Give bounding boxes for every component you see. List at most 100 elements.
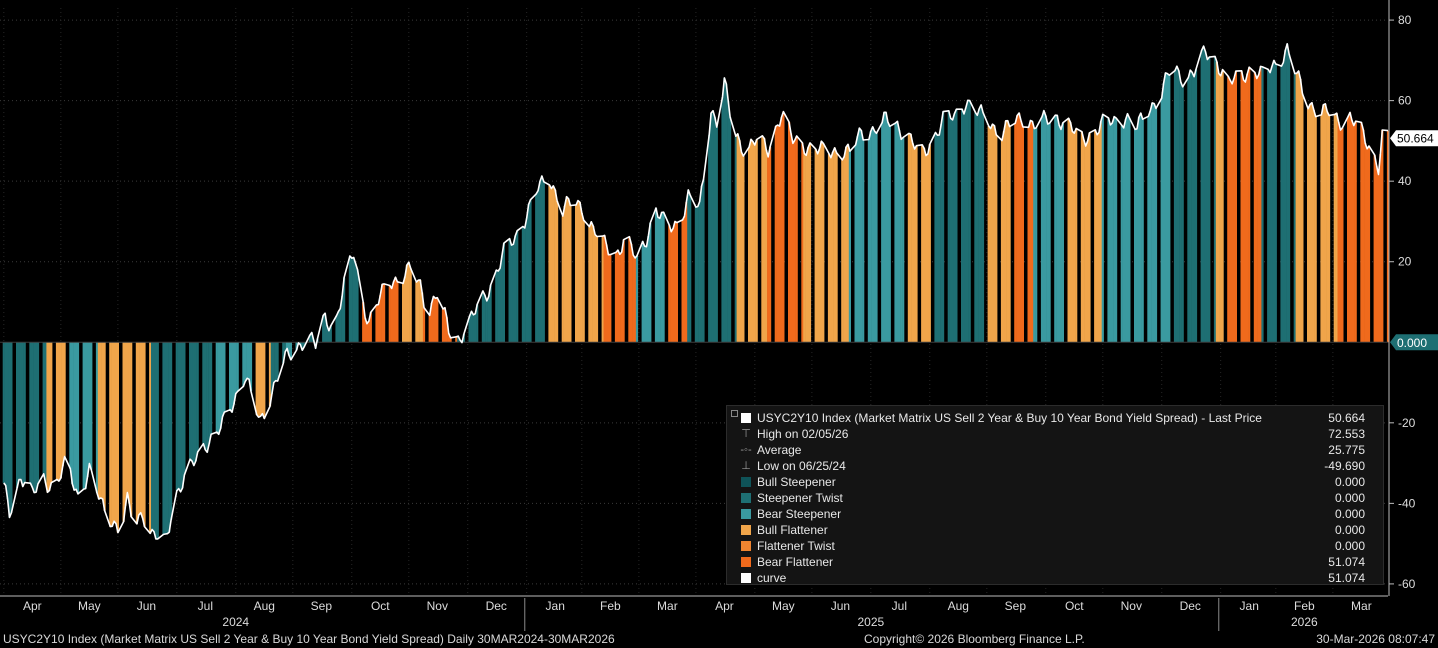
regime-bar [421,292,424,343]
regime-bar [1033,128,1036,343]
regime-bar [483,295,486,343]
x-month-label: Apr [715,599,734,613]
regime-bar [537,190,540,343]
regime-bar [1067,118,1070,343]
legend-collapse-icon[interactable] [731,410,738,417]
legend-series-value: 51.074 [1328,555,1365,569]
regime-bar [234,342,237,394]
legend-stat-value: 72.553 [1328,427,1365,441]
regime-bar [29,342,32,484]
legend-series-swatch [741,413,751,423]
regime-bar [1031,121,1034,343]
footer-security-label: USYC2Y10 Index (Market Matrix US Sell 2 … [3,632,615,646]
regime-bar [1096,134,1099,343]
legend-swatch [741,557,751,567]
regime-bar [1075,128,1078,343]
regime-bar [801,142,804,343]
legend-stat-value: -49.690 [1324,459,1365,473]
regime-bar [286,342,289,349]
regime-bar [272,342,275,383]
regime-bar [1234,71,1237,343]
regime-bar [723,77,726,343]
regime-bar [229,342,232,410]
regime-bar [1126,113,1129,343]
regime-bar [907,133,910,343]
regime-bar [499,268,502,343]
legend-swatch [741,493,751,503]
regime-bar [1147,116,1150,343]
legend-stat-icon: ⊥ [741,460,751,472]
regime-bar [1141,119,1144,343]
regime-bar [1097,132,1101,343]
regime-bar [1204,51,1207,343]
regime-bar [149,342,152,534]
regime-bar [822,143,825,343]
regime-bar [36,342,40,484]
legend-series-row: Bull Steepener 0.000 [727,474,1383,490]
regime-bar [795,136,798,343]
regime-bar [924,155,928,343]
regime-bar [658,218,661,343]
regime-bar [660,212,663,343]
x-month-label: Sep [1005,599,1027,613]
regime-bar [1080,131,1083,343]
regime-bar [116,342,119,533]
y-tick-label: -20 [1398,416,1416,430]
x-month-label: Sep [311,599,333,613]
regime-bar [1004,120,1007,343]
regime-bar [348,256,351,343]
regime-bar [175,342,178,491]
regime-bar [791,143,794,343]
regime-bar [407,262,410,343]
regime-bar [50,342,53,483]
regime-bar [350,258,353,343]
regime-bar [422,307,426,343]
regime-bar [525,218,528,343]
regime-bar [192,342,195,466]
regime-bar [1154,108,1158,343]
regime-bar [1018,113,1021,343]
regime-bar [1200,50,1203,343]
regime-bar [1139,113,1142,343]
regime-bar [190,342,194,462]
regime-bar [962,113,966,343]
regime-bar [82,342,85,490]
regime-bar [88,342,91,464]
regime-bar [622,239,625,343]
regime-bar [793,140,796,343]
regime-bar [405,265,408,343]
regime-bar [978,108,981,343]
regime-bar [1162,83,1165,343]
regime-bar [1193,76,1196,343]
regime-bar [276,342,279,382]
regime-bar [569,205,572,343]
regime-bar [489,285,492,343]
regime-bar [1044,115,1047,343]
regime-bar [820,141,823,343]
regime-bar [16,342,19,488]
regime-bar [255,342,258,415]
regime-bar [1164,72,1167,343]
regime-bar [17,342,21,480]
regime-bar [156,342,159,539]
regime-bar [991,124,994,343]
regime-bar [392,281,395,343]
regime-bar [103,342,106,511]
regime-bar [846,144,850,343]
footer-timestamp: 30-Mar-2026 08:07:47 [1316,632,1435,646]
regime-bar [582,220,585,343]
regime-bar [388,285,391,343]
regime-bar [856,136,859,343]
regime-bar [1282,62,1285,343]
regime-bar [936,135,939,343]
spread-chart: 80 60 40 20 -20 -40 -60 50.664 0.000 Apr May Jun Ju… [0,0,1438,631]
regime-bar [641,241,644,343]
regime-bar [1046,124,1049,343]
regime-bar [1088,132,1091,343]
regime-bar [1181,86,1184,343]
regime-bar [949,118,952,343]
regime-bar [993,125,996,343]
regime-bar [729,117,732,343]
regime-bar [1253,72,1256,343]
regime-bar [447,333,450,343]
